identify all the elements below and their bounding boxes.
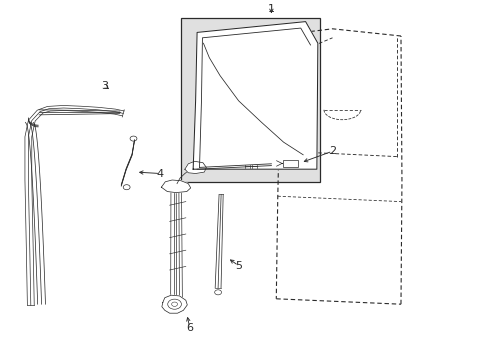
Text: 3: 3: [102, 81, 108, 91]
Text: 2: 2: [328, 146, 335, 156]
Text: 4: 4: [157, 168, 163, 179]
Polygon shape: [184, 161, 206, 174]
Polygon shape: [193, 22, 317, 169]
Polygon shape: [161, 180, 190, 193]
Text: 1: 1: [267, 4, 274, 14]
Polygon shape: [162, 295, 187, 313]
Bar: [181, 18, 320, 182]
Text: 5: 5: [235, 261, 242, 271]
Text: 6: 6: [186, 323, 193, 333]
Bar: [282, 160, 298, 167]
